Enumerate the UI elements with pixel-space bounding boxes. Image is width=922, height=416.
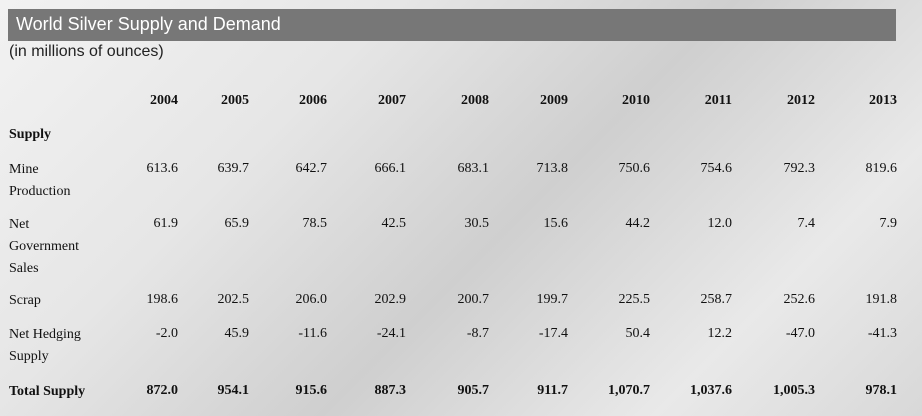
table-cell: 7.4 xyxy=(797,216,816,231)
row-label: Mine Production xyxy=(9,159,70,203)
table-cell: 954.1 xyxy=(217,383,250,398)
table-cell: 713.8 xyxy=(536,161,569,176)
table-cell: 683.1 xyxy=(457,161,490,176)
year-header: 2008 xyxy=(461,93,489,108)
table-cell: 905.7 xyxy=(457,383,490,398)
table-cell: 65.9 xyxy=(224,216,250,231)
table-cell: 252.6 xyxy=(783,292,816,307)
row-label-line: Mine xyxy=(9,162,39,177)
table-cell: 78.5 xyxy=(302,216,328,231)
section-label-supply: Supply xyxy=(9,127,52,142)
table-cell: 887.3 xyxy=(374,383,407,398)
table-cell: 30.5 xyxy=(464,216,490,231)
row-label-line: Sales xyxy=(9,261,39,276)
table-cell: 258.7 xyxy=(700,292,733,307)
row-label: Net Hedging Supply xyxy=(9,324,81,368)
year-header: 2013 xyxy=(869,93,897,108)
row-label-line: Total Supply xyxy=(9,384,86,399)
title-bar: World Silver Supply and Demand xyxy=(8,9,896,41)
table-cell: 1,037.6 xyxy=(690,383,732,398)
year-header: 2006 xyxy=(299,93,327,108)
table-cell: -47.0 xyxy=(785,326,815,341)
year-header: 2004 xyxy=(150,93,178,108)
table-cell: 191.8 xyxy=(865,292,898,307)
table-cell: 198.6 xyxy=(146,292,179,307)
year-header: 2010 xyxy=(622,93,650,108)
table-cell: -24.1 xyxy=(376,326,406,341)
table-cell: 1,070.7 xyxy=(608,383,650,398)
table-cell: 202.9 xyxy=(374,292,407,307)
table-cell: 819.6 xyxy=(865,161,898,176)
table-cell: -8.7 xyxy=(466,326,489,341)
table-cell: 642.7 xyxy=(295,161,328,176)
table-cell: 12.0 xyxy=(707,216,733,231)
table-cell: 15.6 xyxy=(543,216,569,231)
table-cell: 7.9 xyxy=(879,216,898,231)
table-cell: 754.6 xyxy=(700,161,733,176)
row-label-line: Scrap xyxy=(9,293,41,308)
table-cell: 872.0 xyxy=(146,383,179,398)
table-cell: -41.3 xyxy=(867,326,897,341)
table-cell: 199.7 xyxy=(536,292,569,307)
row-label: Scrap xyxy=(9,290,41,312)
row-label-line: Production xyxy=(9,184,71,199)
year-header: 2011 xyxy=(704,93,732,108)
table-cell: 206.0 xyxy=(295,292,328,307)
table-cell: -11.6 xyxy=(298,326,327,341)
table-cell: 915.6 xyxy=(295,383,328,398)
table-cell: 792.3 xyxy=(783,161,816,176)
table-cell: 50.4 xyxy=(625,326,651,341)
row-label-line: Government xyxy=(9,239,79,254)
row-label-line: Net Hedging xyxy=(9,327,81,342)
table-cell: -17.4 xyxy=(538,326,568,341)
table-cell: 639.7 xyxy=(217,161,250,176)
table-cell: 750.6 xyxy=(618,161,651,176)
table-cell: 200.7 xyxy=(457,292,490,307)
table-cell: 911.7 xyxy=(537,383,568,398)
table-cell: 1,005.3 xyxy=(773,383,815,398)
year-header: 2009 xyxy=(540,93,568,108)
table-cell: 202.5 xyxy=(217,292,250,307)
row-label-line: Net xyxy=(9,217,30,232)
table-cell: 613.6 xyxy=(146,161,179,176)
year-header: 2012 xyxy=(787,93,815,108)
table-cell: 45.9 xyxy=(224,326,250,341)
row-label: Total Supply xyxy=(9,381,85,403)
page-title: World Silver Supply and Demand xyxy=(16,14,281,34)
row-label: Net Government Sales xyxy=(9,214,79,280)
table-cell: 666.1 xyxy=(374,161,407,176)
table-cell: 42.5 xyxy=(381,216,407,231)
table-cell: 225.5 xyxy=(618,292,651,307)
year-header: 2007 xyxy=(378,93,406,108)
table-cell: 978.1 xyxy=(865,383,898,398)
page-subtitle: (in millions of ounces) xyxy=(9,43,164,60)
table-cell: 12.2 xyxy=(707,326,733,341)
table-cell: -2.0 xyxy=(155,326,178,341)
year-header: 2005 xyxy=(221,93,249,108)
table-cell: 61.9 xyxy=(153,216,179,231)
row-label-line: Supply xyxy=(9,349,49,364)
table-cell: 44.2 xyxy=(625,216,651,231)
